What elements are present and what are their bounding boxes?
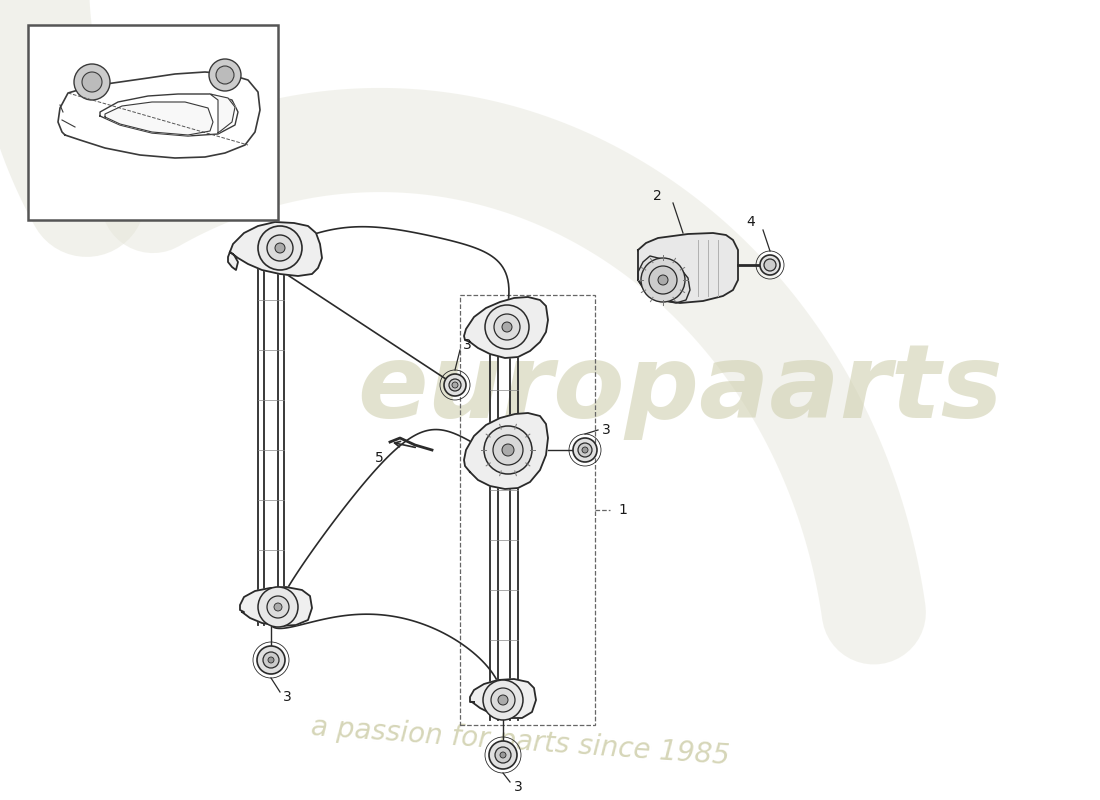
Circle shape (257, 646, 285, 674)
Polygon shape (638, 256, 690, 303)
Polygon shape (464, 413, 548, 489)
Circle shape (649, 266, 676, 294)
Circle shape (491, 688, 515, 712)
Text: 3: 3 (514, 780, 522, 794)
Circle shape (267, 596, 289, 618)
Polygon shape (228, 222, 322, 276)
Circle shape (483, 680, 522, 720)
Circle shape (449, 379, 461, 391)
Polygon shape (210, 94, 235, 133)
Circle shape (502, 322, 512, 332)
Polygon shape (464, 297, 548, 358)
Circle shape (764, 259, 776, 271)
Circle shape (500, 752, 506, 758)
Circle shape (452, 382, 458, 388)
Circle shape (494, 314, 520, 340)
Polygon shape (470, 679, 536, 718)
Polygon shape (100, 94, 238, 136)
Circle shape (658, 275, 668, 285)
Circle shape (484, 426, 532, 474)
Text: 4: 4 (746, 215, 755, 229)
Text: 3: 3 (463, 338, 472, 352)
Circle shape (578, 443, 592, 457)
Text: 2: 2 (653, 189, 662, 203)
Circle shape (258, 587, 298, 627)
Polygon shape (240, 587, 312, 626)
Circle shape (74, 64, 110, 100)
Circle shape (760, 255, 780, 275)
Circle shape (258, 226, 303, 270)
Circle shape (493, 435, 522, 465)
Circle shape (573, 438, 597, 462)
Circle shape (502, 444, 514, 456)
Polygon shape (104, 102, 213, 135)
Text: 1: 1 (618, 503, 627, 517)
Circle shape (495, 747, 512, 763)
Circle shape (82, 72, 102, 92)
Circle shape (267, 235, 293, 261)
Text: 3: 3 (283, 690, 292, 704)
Text: 5: 5 (375, 451, 384, 465)
Circle shape (582, 447, 588, 453)
Circle shape (263, 652, 279, 668)
Circle shape (641, 258, 685, 302)
Bar (28, 25, 278, 220)
Circle shape (209, 59, 241, 91)
Text: a passion for parts since 1985: a passion for parts since 1985 (310, 714, 730, 770)
Polygon shape (638, 233, 738, 303)
Circle shape (444, 374, 466, 396)
Circle shape (275, 243, 285, 253)
Text: europaarts: europaarts (358, 339, 1003, 441)
Circle shape (274, 603, 282, 611)
Circle shape (498, 695, 508, 705)
Bar (460, 295, 595, 725)
Circle shape (216, 66, 234, 84)
Text: 3: 3 (602, 423, 610, 437)
Circle shape (268, 657, 274, 663)
Circle shape (485, 305, 529, 349)
Circle shape (490, 741, 517, 769)
Polygon shape (58, 72, 260, 158)
